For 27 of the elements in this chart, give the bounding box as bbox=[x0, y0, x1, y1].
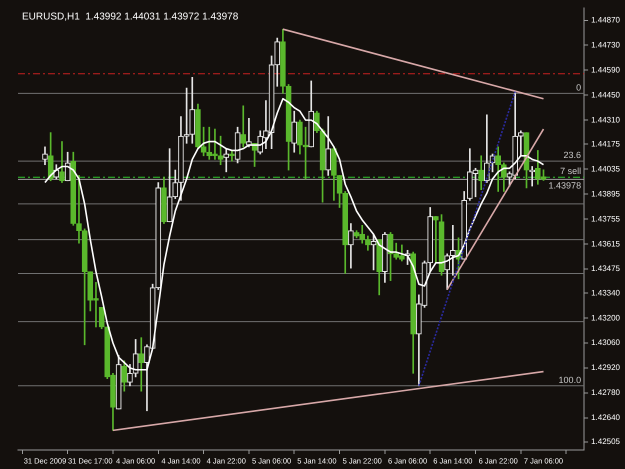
y-tick-label: 1.44730 bbox=[591, 40, 621, 50]
annotation: 100.0 bbox=[558, 374, 582, 385]
y-tick-label: 1.42920 bbox=[591, 363, 621, 372]
candlestick bbox=[302, 126, 308, 180]
y-tick-label: 1.43340 bbox=[591, 288, 621, 298]
annotation: 23.6 bbox=[564, 150, 582, 160]
y-tick-label: 1.43755 bbox=[591, 214, 621, 224]
y-tick-label: 1.43060 bbox=[591, 338, 621, 348]
y-tick-label: 1.44310 bbox=[591, 115, 621, 124]
candlestick bbox=[370, 234, 376, 270]
y-tick-label: 1.44035 bbox=[591, 164, 621, 174]
chart-title: EURUSD,H1 1.43992 1.44031 1.43972 1.43978 bbox=[22, 12, 239, 23]
ref-line-label: 7 sell bbox=[560, 166, 582, 176]
ref-line-label: 1.43978 bbox=[548, 180, 582, 190]
y-tick-label: 1.42640 bbox=[591, 413, 621, 422]
y-tick-label: 1.44450 bbox=[591, 90, 621, 100]
y-tick-label: 1.43475 bbox=[591, 264, 621, 274]
y-tick-label: 1.43615 bbox=[591, 239, 621, 248]
y-tick-label: 1.42780 bbox=[591, 388, 621, 398]
y-tick-label: 1.44175 bbox=[591, 139, 621, 148]
candlestick bbox=[246, 118, 252, 148]
annotation: 0 bbox=[576, 82, 582, 92]
y-tick-label: 1.43895 bbox=[591, 189, 621, 198]
y-tick-label: 1.44870 bbox=[591, 15, 621, 24]
y-tick-label: 1.43200 bbox=[591, 313, 621, 322]
y-tick-label: 1.44590 bbox=[591, 65, 621, 74]
y-tick-label: 1.42505 bbox=[591, 437, 621, 446]
